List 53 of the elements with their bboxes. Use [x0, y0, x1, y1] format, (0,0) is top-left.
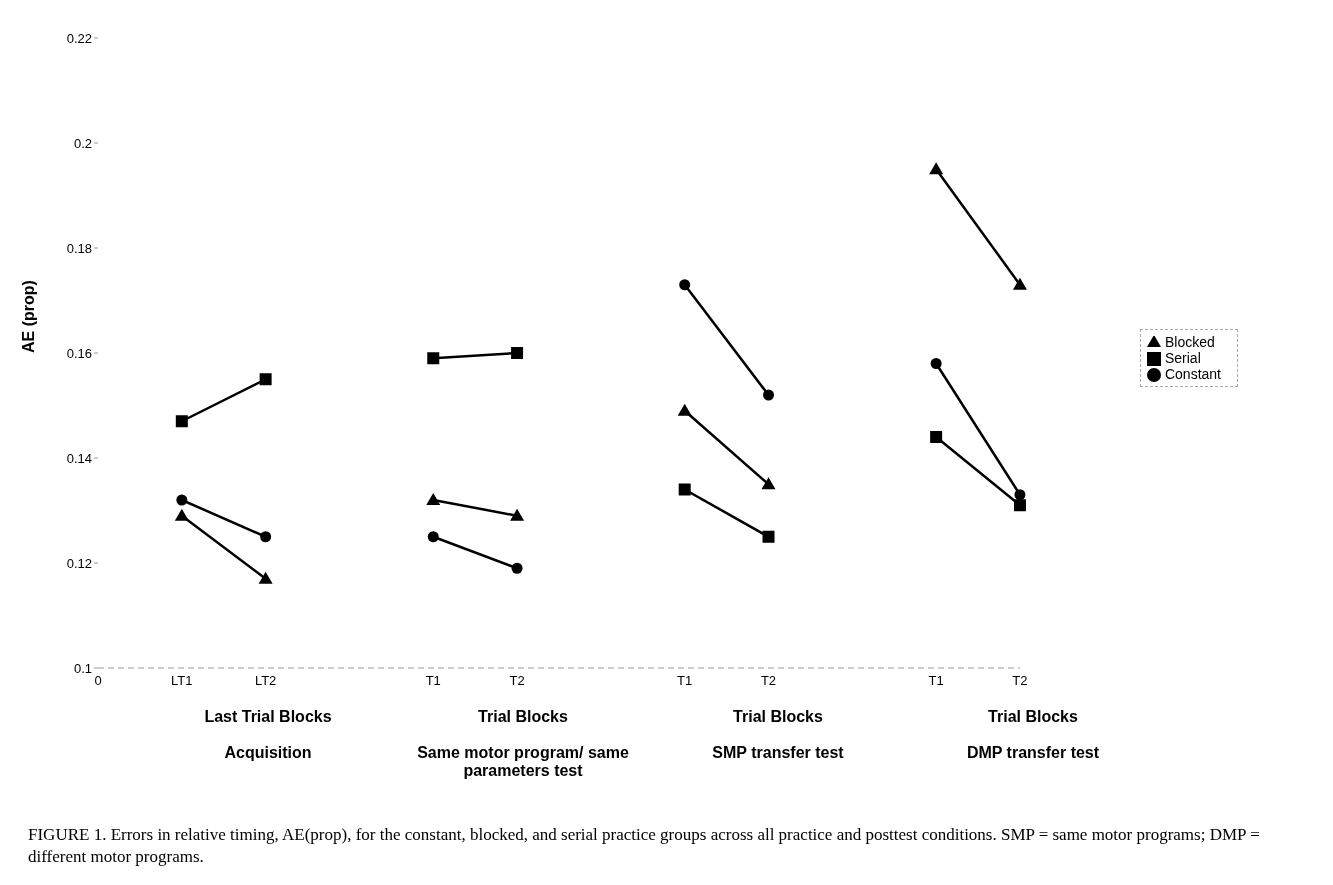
- point: [174, 508, 189, 521]
- point: [258, 571, 273, 584]
- point: [511, 562, 523, 574]
- point: [259, 373, 272, 386]
- x-tick-label: 0: [94, 673, 102, 689]
- y-tick-label: 0.12: [66, 555, 92, 571]
- point: [930, 358, 942, 369]
- y-tick-label: 0.18: [66, 240, 92, 256]
- point: [427, 352, 440, 365]
- text: Trial Blocks: [732, 708, 824, 726]
- y-tick-label: 0.16: [66, 345, 92, 361]
- legend-label: Constant: [1164, 366, 1221, 383]
- point: [176, 494, 188, 506]
- text: Acquisition: [223, 744, 313, 762]
- y-axis-title: AE (prop): [19, 280, 37, 353]
- text: Trial Blocks: [477, 708, 569, 726]
- point: [763, 389, 775, 401]
- point: [426, 493, 441, 505]
- text: Same motor program/ same parameters test: [416, 744, 630, 780]
- point: [762, 530, 775, 543]
- x-tick-label: LT2: [254, 673, 277, 689]
- point: [930, 431, 943, 443]
- point: [1014, 489, 1026, 501]
- x-tick-label: T2: [1012, 673, 1028, 689]
- text: DMP transfer test: [965, 744, 1101, 762]
- text: Last Trial Blocks: [203, 708, 333, 726]
- point: [511, 347, 524, 359]
- x-tick-label: T1: [928, 673, 944, 689]
- text: Trial Blocks: [987, 708, 1079, 726]
- point: [929, 162, 944, 175]
- caption: FIGURE 1. Errors in relative timing, AE(prop), for the constant, blocked, and serial practice groups across all practice and posttest conditions. SMP = same motor programs; DMP = different motor programs.: [27, 824, 1261, 869]
- point: [1013, 499, 1026, 512]
- legend-label: Serial: [1164, 349, 1201, 366]
- y-tick-label: 0.22: [66, 30, 92, 46]
- point: [175, 415, 188, 428]
- y-tick-label: 0.14: [66, 450, 92, 466]
- x-tick-label: T1: [677, 673, 693, 689]
- point: [678, 483, 691, 496]
- text: SMP transfer test: [711, 744, 845, 762]
- x-tick-label: LT1: [171, 673, 193, 689]
- point: [510, 508, 525, 521]
- x-tick-label: T2: [760, 673, 777, 689]
- point: [761, 477, 776, 490]
- x-tick-label: T1: [425, 673, 441, 689]
- point: [427, 531, 439, 543]
- point: [260, 531, 272, 543]
- point: [679, 279, 691, 291]
- point: [677, 403, 692, 416]
- y-tick-label: 0.1: [73, 660, 92, 676]
- x-tick-label: T2: [509, 673, 525, 689]
- legend-label: Blocked: [1164, 333, 1215, 350]
- point: [1012, 277, 1027, 290]
- y-tick-label: 0.2: [73, 135, 92, 151]
